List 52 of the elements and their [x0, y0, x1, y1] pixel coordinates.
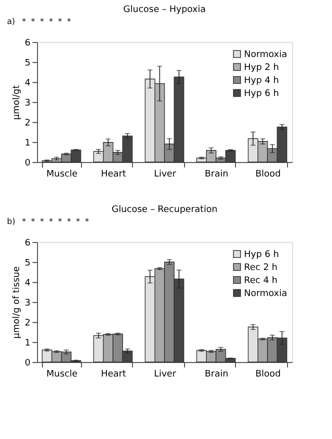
- text: *: [22, 217, 26, 226]
- text: *: [76, 217, 80, 226]
- chart-title: Glucose – Recuperation: [112, 205, 218, 215]
- x-tick-label: Blood: [255, 170, 281, 180]
- text: *: [58, 17, 62, 26]
- text: *: [85, 217, 89, 226]
- x-tick-label: Brain: [204, 370, 228, 380]
- y-tick-label: 1: [24, 338, 30, 348]
- x-tick-label: Liver: [154, 170, 176, 180]
- text: *: [49, 217, 53, 226]
- x-tick-label: Muscle: [46, 170, 78, 180]
- y-tick-label: 1: [24, 138, 30, 148]
- text: *: [58, 217, 62, 226]
- text: a): [7, 17, 16, 26]
- y-axis-title: µmol/g of tissue: [12, 266, 22, 339]
- legend-label: Hyp 4 h: [244, 76, 279, 86]
- text: *: [40, 217, 44, 226]
- legend-label: Rec 4 h: [244, 276, 278, 286]
- text: *: [67, 217, 71, 226]
- y-tick-label: 3: [24, 298, 30, 308]
- y-tick-label: 4: [24, 78, 31, 88]
- text: *: [49, 17, 53, 26]
- y-tick-label: 3: [24, 98, 30, 108]
- text: b): [7, 217, 16, 226]
- legend-label: Hyp 2 h: [244, 63, 279, 73]
- legend-label: Rec 2 h: [244, 263, 278, 273]
- y-tick-label: 2: [24, 318, 30, 328]
- y-tick-label: 6: [24, 238, 31, 248]
- text: *: [31, 17, 35, 26]
- legend-label: Normoxia: [244, 289, 288, 299]
- x-tick-label: Brain: [204, 170, 228, 180]
- text: *: [22, 17, 26, 26]
- y-tick-label: 5: [24, 58, 30, 68]
- y-tick-label: 6: [24, 38, 31, 48]
- y-tick-label: 0: [24, 358, 31, 368]
- legend-label: Normoxia: [244, 50, 288, 60]
- legend-label: Hyp 6 h: [244, 250, 279, 260]
- x-tick-label: Muscle: [46, 370, 78, 380]
- y-axis-title: µmol/gt: [12, 84, 22, 120]
- x-tick-label: Heart: [100, 170, 126, 180]
- text: *: [67, 17, 71, 26]
- y-tick-label: 0: [24, 158, 31, 168]
- chart-title: Glucose – Hypoxia: [123, 5, 206, 15]
- x-tick-label: Blood: [255, 370, 281, 380]
- legend-label: Hyp 6 h: [244, 89, 279, 99]
- text: *: [31, 217, 35, 226]
- x-tick-label: Liver: [154, 370, 176, 380]
- y-tick-label: 5: [24, 258, 30, 268]
- text: *: [40, 17, 44, 26]
- x-tick-label: Heart: [100, 370, 126, 380]
- y-tick-label: 4: [24, 278, 31, 288]
- y-tick-label: 2: [24, 118, 30, 128]
